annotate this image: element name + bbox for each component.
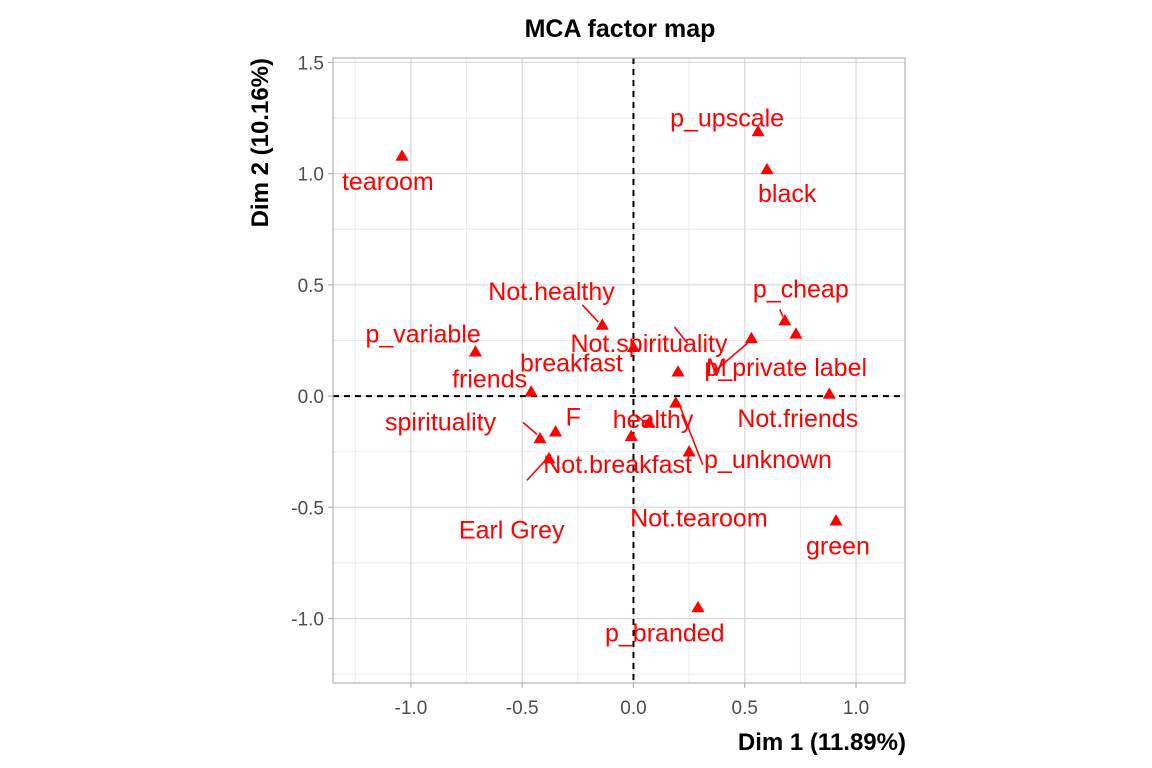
data-point-triangle bbox=[395, 149, 409, 161]
data-point-triangle bbox=[829, 514, 843, 526]
point-label: F bbox=[566, 404, 581, 432]
leader-line bbox=[779, 309, 784, 317]
data-point-triangle bbox=[671, 365, 685, 377]
point-label: p_unknown bbox=[704, 446, 832, 474]
plot-panel-border bbox=[332, 57, 906, 684]
data-point-triangle bbox=[789, 327, 803, 339]
data-point-triangle bbox=[624, 429, 638, 441]
leader-line bbox=[673, 326, 689, 344]
point-label: friends bbox=[452, 366, 527, 394]
x-axis-title: Dim 1 (11.89%) bbox=[738, 729, 906, 756]
y-tick-label: 1.0 bbox=[298, 165, 324, 186]
point-label: healthy bbox=[613, 406, 694, 434]
chart-title: MCA factor map bbox=[525, 15, 716, 43]
reference-lines bbox=[333, 58, 905, 683]
data-point-triangle bbox=[542, 451, 556, 464]
point-label: spirituality bbox=[385, 408, 497, 436]
y-tick-label: -1.0 bbox=[291, 609, 324, 630]
data-points bbox=[395, 124, 843, 613]
y-tick-label: 1.5 bbox=[298, 53, 324, 74]
data-point-triangle bbox=[744, 331, 758, 344]
point-label: M bbox=[706, 354, 727, 382]
x-tick-label: -0.5 bbox=[506, 698, 539, 719]
x-tick-label: 0.5 bbox=[732, 698, 758, 719]
data-point-triangle bbox=[822, 387, 836, 399]
point-label: p_upscale bbox=[670, 104, 784, 132]
y-axis-title: Dim 2 (10.16%) bbox=[247, 58, 274, 227]
point-label: black bbox=[758, 180, 817, 208]
point-label: tearoom bbox=[342, 168, 434, 196]
point-label: p_variable bbox=[365, 321, 480, 349]
y-tick-label: -0.5 bbox=[291, 498, 324, 519]
y-tick-label: 0.0 bbox=[298, 387, 324, 408]
data-point-triangle bbox=[682, 445, 696, 457]
leader-line bbox=[522, 421, 538, 435]
point-label: Not.healthy bbox=[488, 278, 615, 306]
data-point-triangle bbox=[468, 345, 482, 357]
axis-ticks: -1.0 -0.5 0.0 0.5 1.0 -1.0 -0.5 0.0 0.5 1.0 1.5 bbox=[291, 53, 869, 719]
point-label: Not.tearoom bbox=[630, 505, 768, 533]
x-tick-label: 1.0 bbox=[843, 698, 869, 719]
x-tick-label: 0.0 bbox=[620, 698, 646, 719]
point-label: green bbox=[806, 533, 870, 561]
data-point-triangle bbox=[626, 340, 640, 353]
data-point-triangle bbox=[778, 313, 792, 326]
point-label: Not.friends bbox=[737, 405, 858, 433]
x-tick-label: -1.0 bbox=[395, 698, 428, 719]
point-label: Earl Grey bbox=[459, 516, 565, 544]
point-label: p_private label bbox=[704, 354, 867, 382]
data-point-triangle bbox=[642, 416, 656, 428]
data-point-triangle bbox=[691, 600, 705, 613]
data-point-triangle bbox=[760, 162, 774, 175]
point-label: p_cheap bbox=[753, 275, 849, 303]
y-tick-label: 0.5 bbox=[298, 276, 324, 297]
leader-line bbox=[581, 304, 599, 323]
data-point-triangle bbox=[533, 431, 547, 444]
data-point-triangle bbox=[751, 124, 765, 137]
point-label: Not.breakfast bbox=[543, 451, 692, 479]
data-point-triangle bbox=[524, 385, 538, 397]
point-label: breakfast bbox=[520, 350, 623, 378]
point-label: Not.spirituality bbox=[570, 330, 727, 358]
data-point-triangle bbox=[549, 425, 563, 437]
point-label: p_branded bbox=[605, 619, 725, 647]
data-point-triangle bbox=[669, 396, 683, 408]
data-point-triangle bbox=[595, 318, 609, 330]
leader-line bbox=[679, 405, 704, 466]
leader-line bbox=[712, 342, 748, 373]
